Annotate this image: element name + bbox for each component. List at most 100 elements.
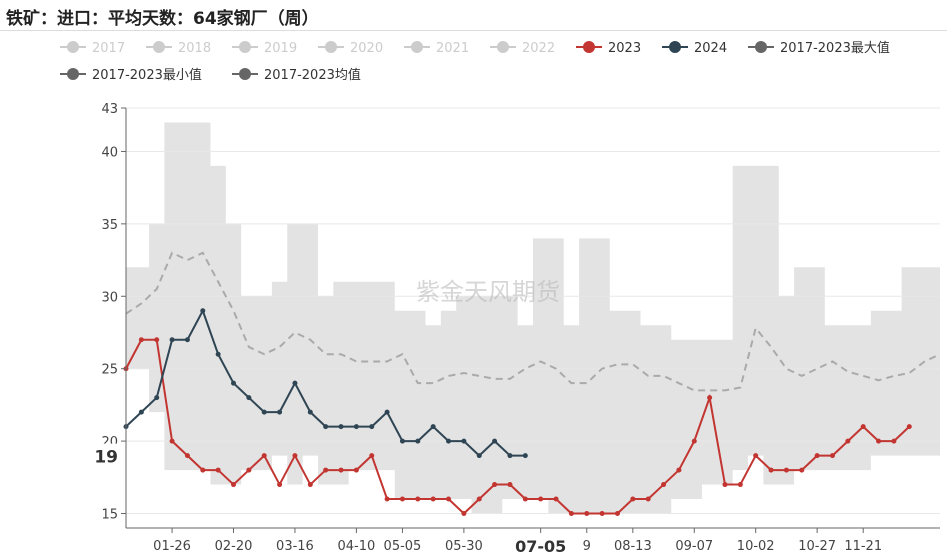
page-title: 铁矿：进口：平均天数：64家钢厂（周） xyxy=(6,9,319,29)
legend-marker xyxy=(67,68,79,80)
point-2023 xyxy=(707,395,713,401)
legend-label: 2017-2023最大值 xyxy=(780,40,890,56)
x-tick-label: 03-16 xyxy=(276,539,314,554)
point-2023 xyxy=(814,453,820,459)
x-tick-label: 9 xyxy=(583,539,591,554)
legend-item-2019[interactable]: 2019 xyxy=(232,41,297,56)
point-2023 xyxy=(722,482,728,488)
legend-label: 2017-2023最小值 xyxy=(92,67,202,83)
legend-item-2017-2023最大值[interactable]: 2017-2023最大值 xyxy=(748,40,890,56)
point-2023 xyxy=(783,467,789,473)
legend-marker xyxy=(67,41,79,53)
point-2024 xyxy=(215,351,221,357)
point-2024 xyxy=(231,380,237,386)
legend-item-2023[interactable]: 2023 xyxy=(576,41,641,56)
point-2023 xyxy=(829,453,835,459)
point-2024 xyxy=(138,409,144,415)
legend-marker xyxy=(153,41,165,53)
point-2023 xyxy=(476,496,482,502)
band-area xyxy=(126,122,940,514)
point-2023 xyxy=(446,496,452,502)
legend-item-2017-2023均值[interactable]: 2017-2023均值 xyxy=(232,67,361,83)
point-2024 xyxy=(184,337,190,343)
x-tick-label: 04-10 xyxy=(337,539,375,554)
point-2024 xyxy=(369,424,375,430)
point-2024 xyxy=(323,424,329,430)
point-2023 xyxy=(553,496,559,502)
x-tick-label: 10-27 xyxy=(798,539,836,554)
legend-label: 2022 xyxy=(522,41,555,56)
point-2023 xyxy=(737,482,743,488)
legend-label: 2021 xyxy=(436,41,469,56)
point-2023 xyxy=(522,496,528,502)
legend-item-2018[interactable]: 2018 xyxy=(146,41,211,56)
point-2023 xyxy=(584,511,590,517)
legend: 2017 2018 2019 2020 2021 2022 2023 2024 2017-202… xyxy=(60,40,890,83)
point-2023 xyxy=(691,438,697,444)
legend-marker xyxy=(239,68,251,80)
point-2024 xyxy=(399,438,405,444)
point-2023 xyxy=(338,467,344,473)
legend-label: 2018 xyxy=(178,41,211,56)
point-2023 xyxy=(399,496,405,502)
point-2024 xyxy=(522,453,528,459)
point-2023 xyxy=(184,453,190,459)
title-divider xyxy=(0,30,947,31)
point-2023 xyxy=(200,467,206,473)
legend-item-2020[interactable]: 2020 xyxy=(318,41,383,56)
legend-item-2017-2023最小值[interactable]: 2017-2023最小值 xyxy=(60,67,202,83)
point-2023 xyxy=(492,482,498,488)
point-2024 xyxy=(384,409,390,415)
point-2024 xyxy=(446,438,452,444)
x-tick-label: 05-05 xyxy=(384,539,422,554)
min-max-band xyxy=(126,122,940,514)
point-2023 xyxy=(231,482,237,488)
y-tick-label: 40 xyxy=(101,145,118,160)
point-2024 xyxy=(430,424,436,430)
point-2023 xyxy=(292,453,298,459)
legend-label: 2017 xyxy=(92,41,125,56)
point-2024 xyxy=(261,409,267,415)
point-2023 xyxy=(845,438,851,444)
point-2024 xyxy=(154,395,160,401)
legend-marker xyxy=(325,41,337,53)
x-tick-label: 08-13 xyxy=(614,539,652,554)
x-tick-label: 05-30 xyxy=(445,539,483,554)
point-2023 xyxy=(246,467,252,473)
point-2023 xyxy=(323,467,329,473)
legend-item-2017[interactable]: 2017 xyxy=(60,41,125,56)
x-tick-label: 10-02 xyxy=(737,539,775,554)
point-2023 xyxy=(768,467,774,473)
point-2023 xyxy=(353,467,359,473)
legend-marker xyxy=(239,41,251,53)
point-2023 xyxy=(676,467,682,473)
point-2024 xyxy=(292,380,298,386)
mean-dashed-line xyxy=(125,251,941,392)
point-2024 xyxy=(277,409,283,415)
point-2023 xyxy=(507,482,513,488)
x-highlight-bg xyxy=(510,534,571,556)
point-2023 xyxy=(154,337,160,343)
x-tick-label: 09-07 xyxy=(675,539,713,554)
y-highlight-bg xyxy=(92,443,122,468)
point-2023 xyxy=(138,337,144,343)
legend-item-2021[interactable]: 2021 xyxy=(404,41,469,56)
watermark: 紫金天风期货 xyxy=(416,278,560,306)
legend-item-2022[interactable]: 2022 xyxy=(490,41,555,56)
legend-item-2024[interactable]: 2024 xyxy=(662,41,727,56)
point-2023 xyxy=(891,438,897,444)
point-2023 xyxy=(906,424,912,430)
point-2023 xyxy=(415,496,421,502)
x-tick-label: 01-26 xyxy=(153,539,191,554)
point-2024 xyxy=(507,453,513,459)
legend-label: 2024 xyxy=(694,41,727,56)
point-2024 xyxy=(169,337,175,343)
point-2023 xyxy=(307,482,313,488)
point-2023 xyxy=(645,496,651,502)
x-tick-label: 11-21 xyxy=(844,539,882,554)
y-tick-label: 15 xyxy=(101,508,118,523)
legend-marker xyxy=(669,41,681,53)
y-tick-label: 43 xyxy=(101,102,118,117)
